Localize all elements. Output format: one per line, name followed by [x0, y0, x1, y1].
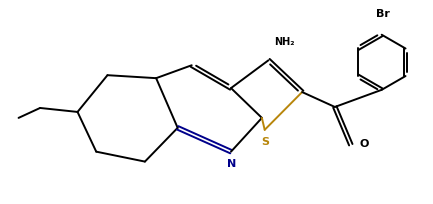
Text: NH₂: NH₂	[275, 37, 295, 47]
Text: S: S	[262, 137, 269, 147]
Text: O: O	[360, 139, 369, 149]
Text: Br: Br	[375, 9, 389, 19]
Text: N: N	[227, 159, 236, 169]
